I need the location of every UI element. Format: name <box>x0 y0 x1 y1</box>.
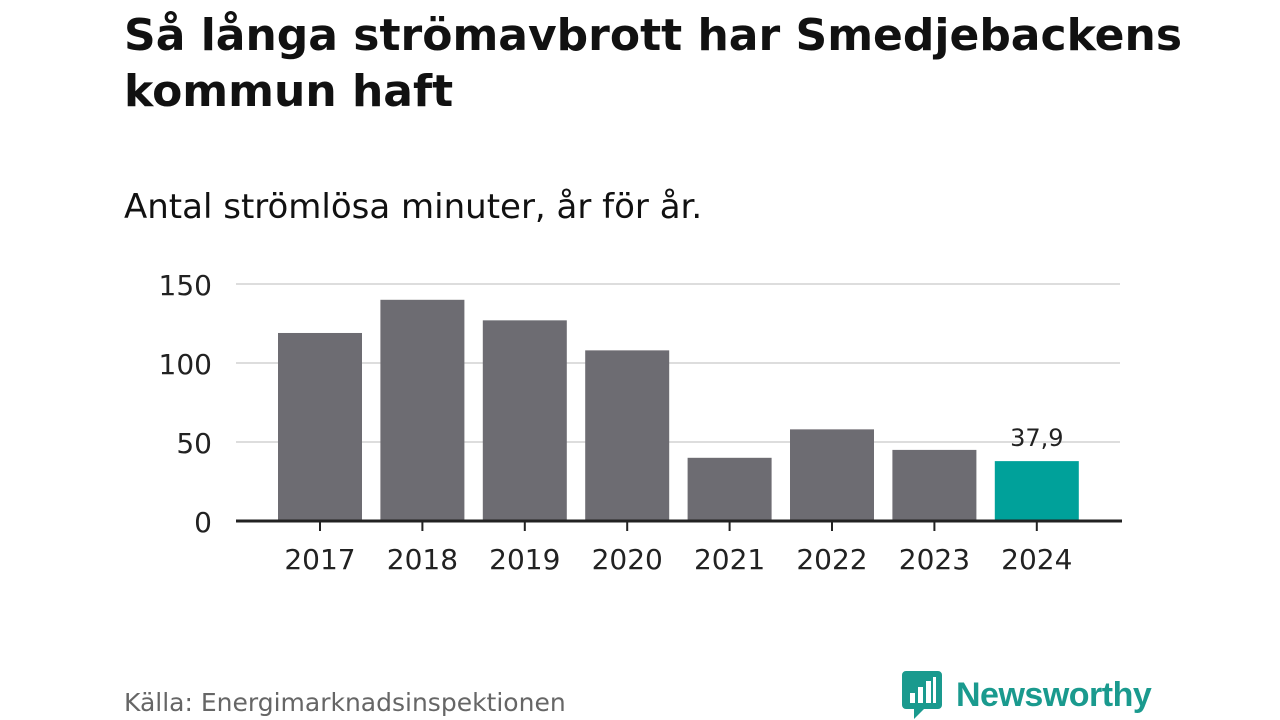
x-tick-label-2022: 2022 <box>796 543 867 576</box>
newsworthy-logo-text: Newsworthy <box>956 675 1152 714</box>
chart-subtitle: Antal strömlösa minuter, år för år. <box>124 187 703 227</box>
source-note: Källa: Energimarknadsinspektionen <box>124 688 566 717</box>
chart-title: Så långa strömavbrott har Smedjebackens … <box>124 10 1183 117</box>
x-tick-label-2018: 2018 <box>387 543 458 576</box>
newsworthy-logo-icon <box>902 671 942 719</box>
bar-2018 <box>380 299 465 521</box>
y-tick-label-0: 0 <box>194 506 212 539</box>
x-tick-label-2020: 2020 <box>592 543 663 576</box>
x-tick-label-2024: 2024 <box>1001 543 1072 576</box>
bar-2022 <box>790 429 874 521</box>
bar-2024 <box>994 461 1079 521</box>
newsworthy-logo[interactable]: Newsworthy <box>902 670 1152 720</box>
x-tick-label-2021: 2021 <box>694 543 765 576</box>
bar-2023 <box>892 449 977 521</box>
bar-2019 <box>482 320 567 521</box>
y-tick-label-150: 150 <box>159 269 212 302</box>
data-label-2024: 37,9 <box>1010 424 1063 452</box>
x-tick-label-2023: 2023 <box>899 543 970 576</box>
bar-2017 <box>278 332 362 521</box>
y-tick-label-50: 50 <box>176 427 212 460</box>
bar-2020 <box>585 350 670 521</box>
bar-chart: 0 50 100 150 2017 2018 2019 2020 2021 2022 2023 202… <box>159 269 1122 576</box>
x-tick-label-2019: 2019 <box>489 543 560 576</box>
bar-2021 <box>687 457 772 521</box>
y-tick-label-100: 100 <box>159 348 212 381</box>
x-tick-label-2017: 2017 <box>284 543 355 576</box>
